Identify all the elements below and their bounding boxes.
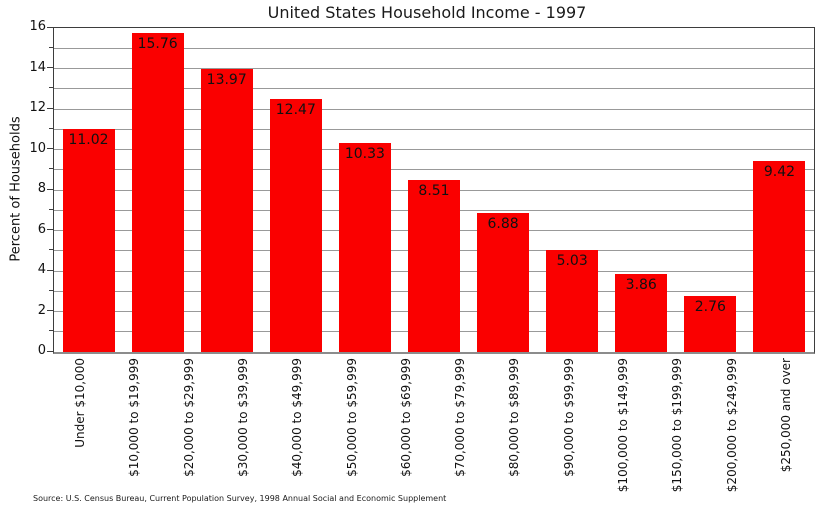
- bar-value-label: 11.02: [68, 131, 109, 148]
- gridline: [54, 149, 814, 150]
- bar: 2.76: [684, 296, 737, 352]
- bar-value-label: 6.88: [487, 215, 519, 232]
- y-tick-label: 6: [37, 221, 46, 237]
- y-tick-mark: [49, 127, 53, 129]
- bar: 9.42: [753, 161, 806, 352]
- y-tick-mark: [47, 229, 53, 230]
- y-tick-mark: [47, 269, 53, 271]
- y-tick-label: 16: [29, 19, 46, 34]
- bar: 10.33: [338, 142, 391, 352]
- y-tick-mark: [47, 26, 53, 28]
- y-tick-mark: [47, 350, 53, 352]
- y-tick-mark: [49, 46, 53, 48]
- y-tick-label: 0: [37, 343, 46, 358]
- bar-value-label: 2.76: [694, 299, 726, 316]
- x-tick-label-text: $10,000 to $19,999: [127, 358, 142, 477]
- source-note: Source: U.S. Census Bureau, Current Popu…: [33, 494, 447, 503]
- y-tick-label: 4: [37, 262, 46, 277]
- gridline: [54, 47, 814, 49]
- x-tick-label-text: $100,000 to $149,999: [616, 358, 630, 493]
- y-tick-mark: [47, 107, 53, 109]
- y-tick-mark: [49, 249, 53, 251]
- x-tick-label-text: $200,000 to $249,999: [724, 358, 739, 493]
- bar-value-label: 9.42: [763, 164, 796, 181]
- y-tick-mark: [49, 208, 53, 210]
- bar: 8.51: [408, 179, 460, 352]
- x-tick-label-text: $20,000 to $29,999: [181, 358, 196, 477]
- x-tick-label-text: Under $10,000: [73, 358, 88, 448]
- bar-value-label: 8.51: [418, 182, 450, 199]
- bar: 15.76: [131, 32, 184, 352]
- y-tick-label: 14: [29, 59, 46, 75]
- bar: 12.47: [269, 99, 322, 352]
- gridline: [54, 68, 814, 69]
- y-tick-mark: [47, 67, 53, 68]
- gridline: [54, 108, 814, 110]
- x-tick-label-text: $90,000 to $99,999: [561, 358, 576, 477]
- bar: 6.88: [477, 212, 530, 352]
- bar: 3.86: [615, 273, 668, 352]
- gridline: [54, 128, 814, 130]
- y-tick-mark: [49, 87, 53, 89]
- gridline: [54, 88, 814, 90]
- gridline: [54, 169, 814, 171]
- bar: 5.03: [546, 250, 599, 352]
- y-tick-mark: [47, 188, 53, 190]
- x-tick-label-text: $60,000 to $69,999: [398, 358, 413, 477]
- bar-value-label: 12.47: [275, 102, 316, 119]
- x-tick-label-text: $50,000 to $59,999: [344, 358, 359, 477]
- x-tick-label-text: $30,000 to $39,999: [236, 358, 250, 477]
- y-tick-mark: [49, 168, 53, 170]
- y-tick-label: 8: [37, 181, 46, 196]
- bar-value-label: 5.03: [556, 253, 588, 270]
- x-tick-label-text: $70,000 to $79,999: [453, 358, 468, 477]
- x-tick-label-text: $80,000 to $89,999: [507, 358, 522, 477]
- y-tick-mark: [47, 148, 53, 149]
- x-tick-label-text: $40,000 to $49,999: [290, 358, 305, 477]
- bar: 11.02: [62, 128, 115, 352]
- y-tick-label: 2: [37, 302, 46, 318]
- plot-area: 11.02 15.76 13.97 12.47 10.33 8.51 6.88 5.03 3.8…: [53, 27, 815, 354]
- bar: 13.97: [200, 69, 253, 352]
- x-tick-label-text: $250,000 and over: [778, 358, 793, 473]
- chart-title: United States Household Income - 1997: [267, 3, 587, 22]
- bar-value-label: 15.76: [137, 35, 178, 52]
- bar-value-label: 10.33: [344, 145, 385, 162]
- y-tick-mark: [49, 289, 53, 291]
- x-tick-label-text: $150,000 to $199,999: [670, 358, 685, 493]
- y-tick-label: 12: [29, 100, 46, 115]
- bar-value-label: 13.97: [206, 72, 247, 89]
- y-tick-label: 10: [29, 140, 46, 156]
- bar-value-label: 3.86: [625, 276, 657, 293]
- y-tick-mark: [47, 310, 53, 311]
- y-tick-mark: [49, 330, 53, 332]
